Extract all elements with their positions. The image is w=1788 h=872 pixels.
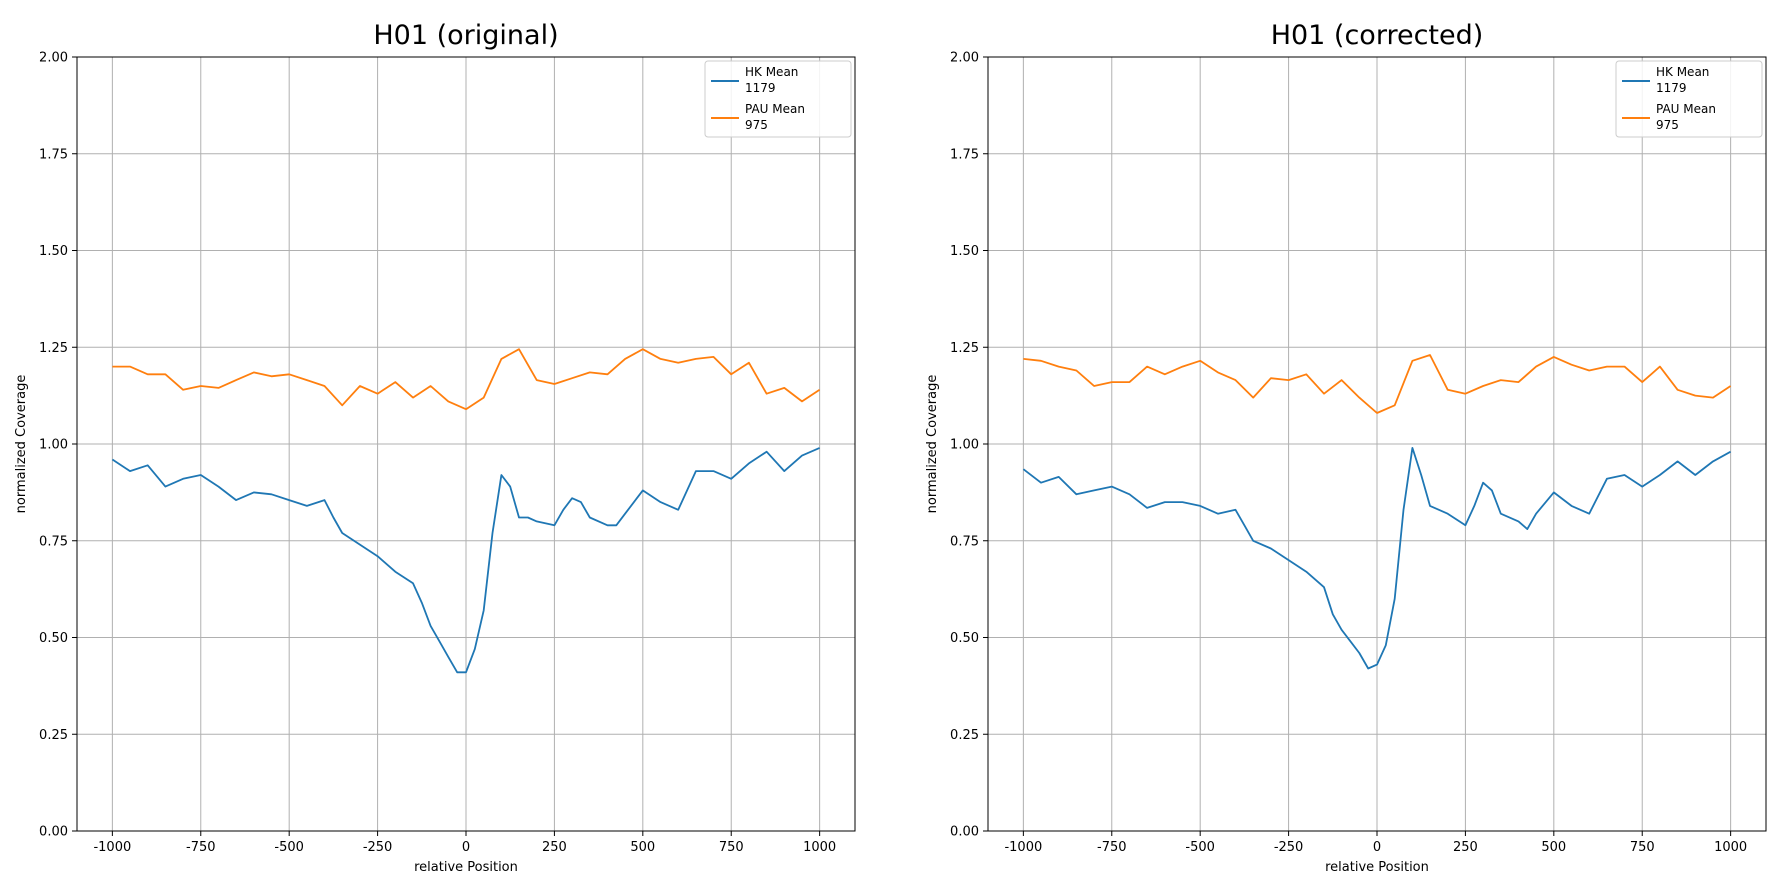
axes-frame [76, 56, 856, 832]
grid [77, 56, 855, 832]
x-tick-label: 250 [542, 840, 567, 855]
y-tick-label: 0.75 [950, 534, 979, 549]
x-tick-label: -750 [1097, 840, 1127, 855]
y-tick-label: 1.75 [950, 147, 979, 162]
x-tick-label: -1000 [1004, 840, 1042, 855]
y-tick-label: 0.00 [39, 825, 68, 840]
y-tick-label: 2.00 [39, 51, 68, 66]
subplot-corrected: H01 (corrected) relative Position normal… [925, 20, 1767, 872]
x-tick-label: 1000 [803, 840, 836, 855]
y-tick-label: 1.75 [39, 147, 68, 162]
y-tick-label: 0.25 [39, 728, 68, 743]
y-axis-label: normalized Coverage [925, 375, 940, 514]
y-tick-label: 0.50 [39, 631, 68, 646]
legend-label: PAU Mean [1656, 102, 1716, 116]
legend-box [1615, 60, 1763, 138]
x-tick-label: 1000 [1714, 840, 1747, 855]
y-tick-label: 0.50 [950, 631, 979, 646]
x-axis-label: relative Position [414, 860, 518, 872]
series-line-pau-mean [112, 348, 821, 411]
y-tick-label: 1.25 [39, 341, 68, 356]
x-tick-label: 750 [719, 840, 744, 855]
chart-title: H01 (original) [373, 20, 558, 51]
legend: HK Mean 1179 PAU Mean 975 [1615, 60, 1763, 138]
legend-label: 975 [1656, 118, 1679, 132]
y-tick-label: 1.25 [950, 341, 979, 356]
x-tick-label: -1000 [93, 840, 131, 855]
series-line-hk-mean [111, 447, 820, 674]
subplot-original: H01 (original) relative Position normali… [14, 20, 856, 872]
x-tick-label: 500 [1541, 840, 1566, 855]
x-tick-label: -750 [186, 840, 216, 855]
y-tick-label: 2.00 [950, 51, 979, 66]
legend-box [704, 60, 852, 138]
y-tick-label: 1.00 [39, 438, 68, 453]
legend-label: 1179 [1656, 81, 1687, 95]
chart-title: H01 (corrected) [1271, 20, 1484, 51]
y-axis-label: normalized Coverage [14, 375, 29, 514]
x-tick-label: 0 [462, 840, 470, 855]
legend-label: PAU Mean [745, 102, 805, 116]
y-tick-label: 1.50 [39, 244, 68, 259]
legend-label: 1179 [745, 81, 776, 95]
series-line-hk-mean [1022, 446, 1732, 670]
x-tick-label: -250 [1274, 840, 1304, 855]
y-tick-label: 1.50 [950, 244, 979, 259]
y-tick-label: 0.00 [950, 825, 979, 840]
x-tick-label: 500 [630, 840, 655, 855]
x-axis-label: relative Position [1325, 860, 1429, 872]
x-tick-label: 750 [1630, 840, 1655, 855]
legend: HK Mean 1179 PAU Mean 975 [704, 60, 852, 138]
x-tick-label: -250 [363, 840, 393, 855]
x-tick-label: -500 [1185, 840, 1215, 855]
y-tick-label: 1.00 [950, 438, 979, 453]
y-tick-label: 0.75 [39, 534, 68, 549]
x-tick-label: -500 [274, 840, 304, 855]
legend-label: HK Mean [1656, 65, 1709, 79]
x-tick-label: 250 [1453, 840, 1478, 855]
axes-frame [987, 56, 1767, 832]
legend-label: HK Mean [745, 65, 798, 79]
y-tick-label: 0.25 [950, 728, 979, 743]
x-tick-label: 0 [1373, 840, 1381, 855]
legend-label: 975 [745, 118, 768, 132]
series-line-pau-mean [1023, 354, 1732, 414]
